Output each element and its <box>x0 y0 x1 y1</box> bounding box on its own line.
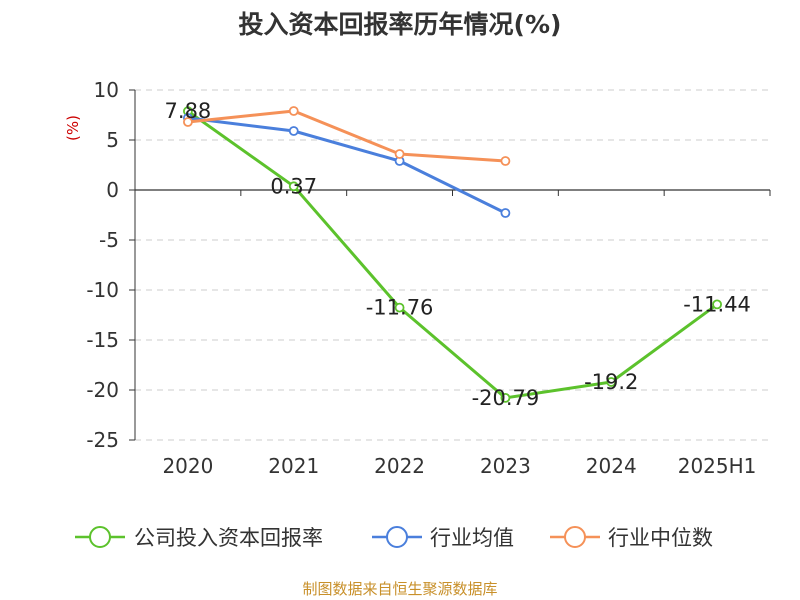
data-label: -20.79 <box>472 386 540 410</box>
axes <box>129 89 771 441</box>
y-tick-label: -10 <box>86 278 119 302</box>
y-axis-unit: (%) <box>64 115 82 141</box>
y-tick-label: -5 <box>99 228 119 252</box>
x-tick-label: 2024 <box>586 454 637 478</box>
source-note: 制图数据来自恒生聚源数据库 <box>302 580 497 598</box>
legend-marker-0 <box>89 526 111 548</box>
x-tick-label: 2023 <box>480 454 531 478</box>
y-tick-label: -25 <box>86 428 119 452</box>
y-tick-labels: 10 5 0 -5 -10 -15 -20 -25 <box>86 78 119 452</box>
series-point-2 <box>394 149 405 159</box>
y-tick-label: 10 <box>94 78 119 102</box>
x-tick-label: 2022 <box>374 454 425 478</box>
grid-lines <box>135 89 770 441</box>
legend-marker-2 <box>564 526 586 548</box>
data-label: -19.2 <box>584 370 638 394</box>
series-line-1 <box>187 116 507 215</box>
series-line-0 <box>187 109 718 400</box>
x-tick-label: 2025H1 <box>678 454 757 478</box>
data-label: 7.88 <box>165 99 212 123</box>
y-tick-label: 0 <box>106 178 119 202</box>
series-line-2 <box>187 109 506 163</box>
x-tick-label: 2021 <box>268 454 319 478</box>
x-tick-labels: 2020 2021 2022 2023 2024 2025H1 <box>162 454 756 478</box>
series-point-2 <box>288 106 299 116</box>
data-label: -11.44 <box>683 292 751 316</box>
series-group <box>183 106 722 403</box>
legend-item-0: 公司投入资本回报率 <box>75 526 323 550</box>
y-tick-label: -20 <box>86 378 119 402</box>
chart-title: 投入资本回报率历年情况(%) <box>239 10 562 39</box>
series-point-0 <box>606 377 617 387</box>
legend-label-2: 行业中位数 <box>608 526 713 550</box>
data-label: 0.37 <box>270 174 317 198</box>
legend-item-2: 行业中位数 <box>550 526 713 550</box>
series-point-0 <box>394 302 405 313</box>
series-point-2 <box>500 156 511 166</box>
legend: 公司投入资本回报率 行业均值 行业中位数 <box>75 526 713 550</box>
data-label: -11.76 <box>366 296 434 320</box>
legend-item-1: 行业均值 <box>372 526 514 550</box>
data-labels: 7.88 0.37 -11.76 -20.79 -19.2 -11.44 <box>165 99 751 410</box>
series-point-2 <box>183 117 193 127</box>
series-point-1 <box>500 208 511 218</box>
series-point-0 <box>288 181 299 192</box>
y-tick-label: 5 <box>106 128 119 152</box>
legend-label-1: 行业均值 <box>430 526 514 550</box>
legend-label-0: 公司投入资本回报率 <box>134 526 323 550</box>
series-point-1 <box>288 126 299 136</box>
legend-marker-1 <box>386 526 408 548</box>
series-point-0 <box>712 299 722 310</box>
series-point-0 <box>500 392 511 403</box>
x-tick-label: 2020 <box>162 454 213 478</box>
y-tick-label: -15 <box>86 328 119 352</box>
